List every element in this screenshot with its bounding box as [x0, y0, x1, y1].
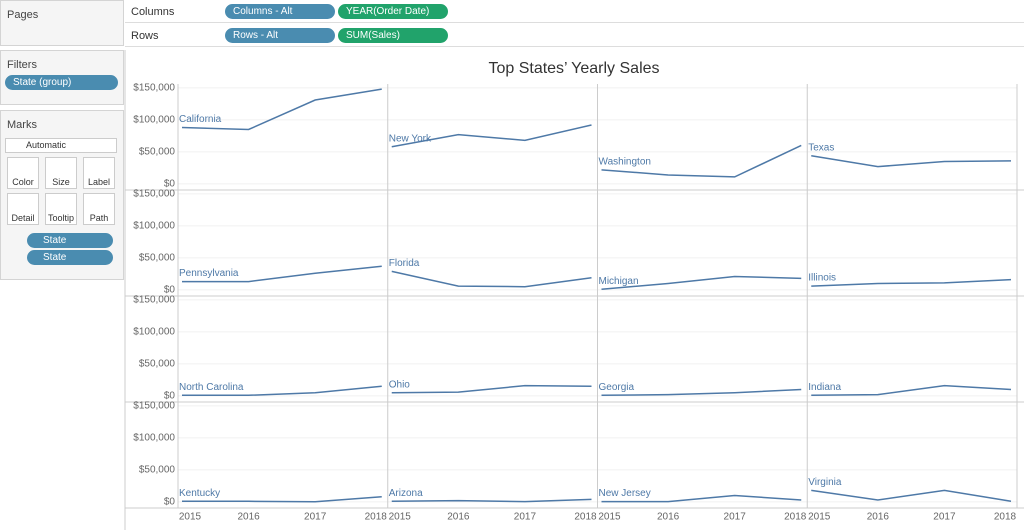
x-tick-label: 2017	[304, 512, 327, 523]
color-button[interactable]: Color	[7, 157, 39, 189]
column-pill[interactable]: YEAR(Order Date)	[338, 4, 448, 19]
y-tick-label: $100,000	[133, 115, 175, 126]
marks-title: Marks	[7, 119, 37, 131]
series-label: Indiana	[808, 382, 841, 393]
x-tick-label: 2016	[447, 512, 470, 523]
series-label: New York	[389, 133, 432, 144]
y-tick-label: $150,000	[133, 294, 175, 305]
series-label: North Carolina	[179, 382, 244, 393]
x-tick-label: 2018	[784, 512, 807, 523]
series-label: Georgia	[599, 382, 635, 393]
row-pill[interactable]: Rows - Alt	[225, 28, 335, 43]
y-tick-label: $0	[164, 179, 176, 190]
series-line	[811, 154, 1012, 168]
pages-card: Pages	[0, 0, 124, 46]
pages-title: Pages	[7, 9, 39, 21]
series-line	[182, 265, 382, 283]
series-line	[811, 384, 1012, 397]
filters-title: Filters	[7, 59, 37, 71]
series-line	[601, 494, 802, 503]
series-line	[391, 384, 592, 394]
y-tick-label: $50,000	[139, 147, 176, 158]
x-tick-label: 2016	[867, 512, 890, 523]
series-label: Texas	[808, 142, 834, 153]
x-tick-label: 2015	[179, 512, 202, 523]
series-label: Virginia	[808, 477, 842, 488]
series-line	[391, 498, 592, 503]
series-label: Arizona	[389, 488, 423, 499]
columns-shelf: Columns Columns - Alt YEAR(Order Date)	[125, 0, 1024, 23]
columns-label: Columns	[131, 6, 175, 18]
series-line	[601, 388, 802, 397]
x-tick-label: 2017	[514, 512, 537, 523]
y-tick-label: $50,000	[139, 253, 176, 264]
x-tick-label: 2016	[237, 512, 260, 523]
y-tick-label: $0	[164, 391, 176, 402]
y-tick-label: $50,000	[139, 465, 176, 476]
y-tick-label: $150,000	[133, 82, 175, 93]
series-label: Kentucky	[179, 488, 220, 499]
tooltip-button[interactable]: Tooltip	[45, 193, 77, 225]
series-label: Pennsylvania	[179, 268, 239, 279]
filters-card: Filters State (group)	[0, 50, 124, 105]
rows-label: Rows	[131, 30, 159, 42]
y-tick-label: $150,000	[133, 188, 175, 199]
series-line	[182, 385, 382, 397]
series-line	[811, 278, 1012, 287]
series-line	[391, 124, 592, 148]
x-tick-label: 2016	[657, 512, 680, 523]
series-line	[182, 496, 382, 503]
x-tick-label: 2015	[808, 512, 831, 523]
series-label: Ohio	[389, 379, 411, 390]
series-label: California	[179, 114, 222, 125]
x-tick-label: 2018	[994, 512, 1017, 523]
path-button[interactable]: Path	[83, 193, 115, 225]
x-tick-label: 2017	[724, 512, 747, 523]
y-tick-label: $100,000	[133, 221, 175, 232]
mark-type-dropdown[interactable]: Automatic	[5, 138, 117, 153]
series-label: Michigan	[599, 276, 639, 287]
y-tick-label: $100,000	[133, 433, 175, 444]
y-tick-label: $150,000	[133, 400, 175, 411]
rows-shelf: Rows Rows - Alt SUM(Sales)	[125, 25, 1024, 47]
filter-pill[interactable]: State (group)	[5, 75, 118, 90]
y-tick-label: $0	[164, 497, 176, 508]
series-label: Washington	[599, 156, 651, 167]
column-pill[interactable]: Columns - Alt	[225, 4, 335, 19]
series-line	[811, 489, 1012, 503]
series-line	[391, 270, 592, 288]
series-line	[601, 275, 802, 291]
y-tick-label: $100,000	[133, 327, 175, 338]
row-pill[interactable]: SUM(Sales)	[338, 28, 448, 43]
y-tick-label: $0	[164, 285, 176, 296]
x-tick-label: 2015	[598, 512, 621, 523]
series-line	[601, 144, 802, 178]
x-tick-label: 2018	[574, 512, 597, 523]
x-tick-label: 2017	[933, 512, 956, 523]
detail-button[interactable]: Detail	[7, 193, 39, 225]
chart-title: Top States’ Yearly Sales	[488, 60, 659, 77]
x-tick-label: 2015	[389, 512, 412, 523]
label-button[interactable]: Label	[83, 157, 115, 189]
size-button[interactable]: Size	[45, 157, 77, 189]
mark-pill[interactable]: State	[27, 250, 113, 265]
series-label: Illinois	[808, 273, 836, 284]
series-label: Florida	[389, 258, 420, 269]
x-tick-label: 2018	[365, 512, 388, 523]
mark-pill[interactable]: State	[27, 233, 113, 248]
series-label: New Jersey	[599, 488, 651, 499]
marks-card: Marks Automatic Color Size Label Detail …	[0, 110, 124, 280]
series-line	[181, 88, 382, 131]
y-tick-label: $50,000	[139, 359, 176, 370]
